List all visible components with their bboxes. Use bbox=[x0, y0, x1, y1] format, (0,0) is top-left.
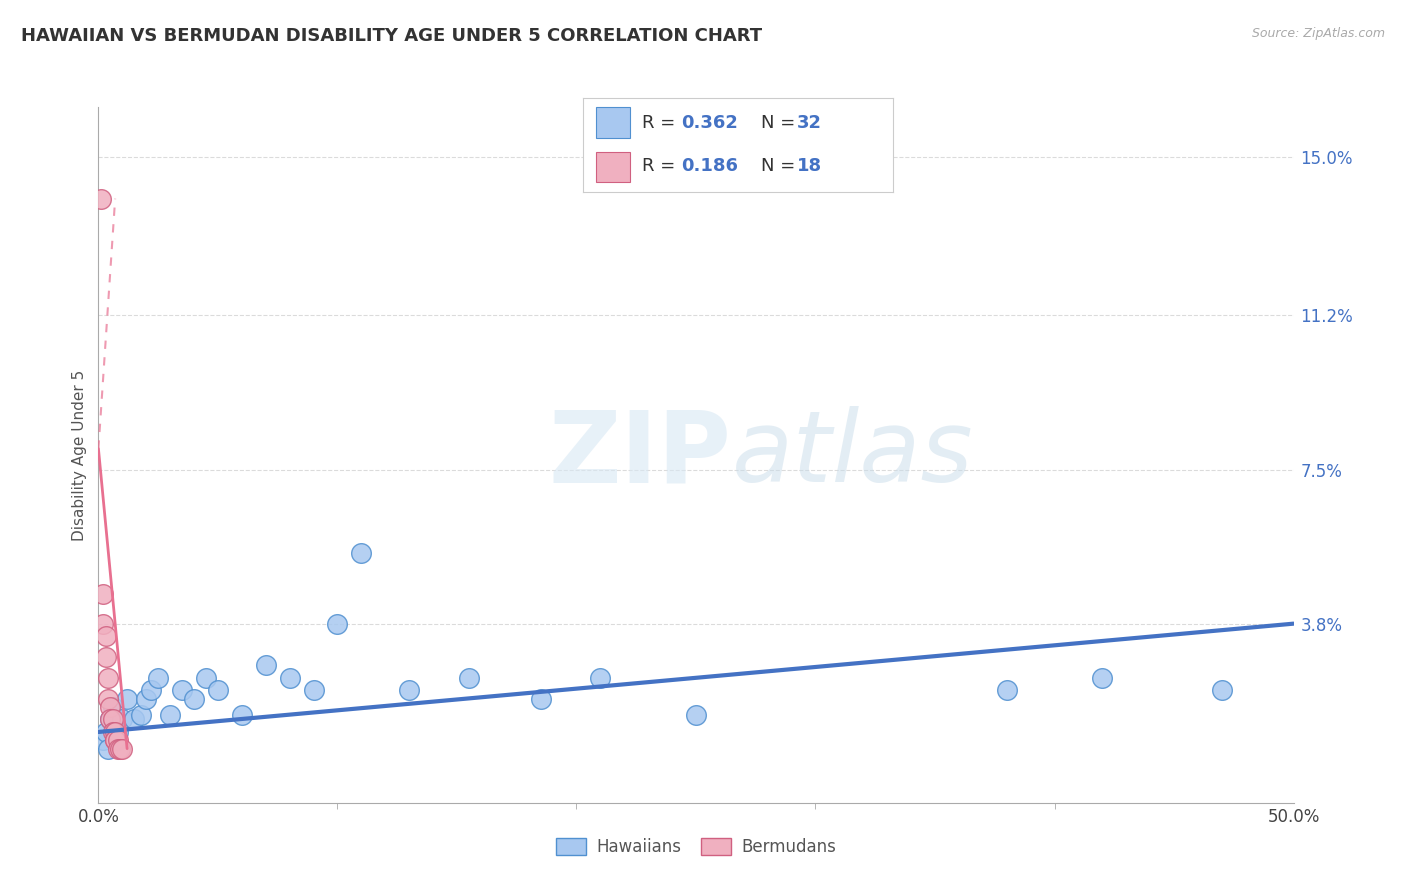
Point bbox=[207, 683, 229, 698]
Point bbox=[139, 683, 162, 698]
Point bbox=[101, 713, 124, 727]
Point bbox=[302, 683, 325, 698]
Point bbox=[135, 691, 157, 706]
Point bbox=[278, 671, 301, 685]
Text: Source: ZipAtlas.com: Source: ZipAtlas.com bbox=[1251, 27, 1385, 40]
Text: 32: 32 bbox=[797, 114, 823, 132]
Point bbox=[108, 741, 131, 756]
Point bbox=[458, 671, 481, 685]
Point bbox=[1091, 671, 1114, 685]
Point bbox=[94, 650, 117, 665]
Point bbox=[529, 691, 551, 706]
Y-axis label: Disability Age Under 5: Disability Age Under 5 bbox=[72, 369, 87, 541]
Point bbox=[350, 546, 373, 560]
Point bbox=[97, 671, 120, 685]
Point bbox=[148, 671, 170, 685]
Point bbox=[115, 691, 138, 706]
Text: N =: N = bbox=[762, 114, 801, 132]
Point bbox=[101, 725, 124, 739]
Point bbox=[326, 616, 349, 631]
Point bbox=[91, 733, 114, 747]
Point bbox=[104, 725, 127, 739]
FancyBboxPatch shape bbox=[596, 152, 630, 183]
Point bbox=[94, 629, 117, 643]
Text: HAWAIIAN VS BERMUDAN DISABILITY AGE UNDER 5 CORRELATION CHART: HAWAIIAN VS BERMUDAN DISABILITY AGE UNDE… bbox=[21, 27, 762, 45]
Point bbox=[231, 708, 253, 723]
Point bbox=[183, 691, 205, 706]
Legend: Hawaiians, Bermudans: Hawaiians, Bermudans bbox=[548, 830, 844, 864]
Text: 0.362: 0.362 bbox=[681, 114, 738, 132]
Point bbox=[91, 616, 114, 631]
Point bbox=[398, 683, 420, 698]
Point bbox=[172, 683, 194, 698]
Text: atlas: atlas bbox=[733, 407, 973, 503]
Point bbox=[97, 691, 120, 706]
Text: 0.186: 0.186 bbox=[681, 157, 738, 175]
Point bbox=[589, 671, 612, 685]
Point bbox=[98, 713, 122, 727]
Point bbox=[98, 713, 122, 727]
Point bbox=[104, 733, 127, 747]
Point bbox=[98, 700, 122, 714]
Point bbox=[107, 725, 129, 739]
Point bbox=[111, 713, 134, 727]
Text: R =: R = bbox=[643, 157, 682, 175]
FancyBboxPatch shape bbox=[596, 108, 630, 138]
Point bbox=[194, 671, 218, 685]
Point bbox=[91, 587, 114, 601]
Point bbox=[995, 683, 1018, 698]
Point bbox=[159, 708, 181, 723]
Point bbox=[254, 658, 277, 673]
Point bbox=[94, 725, 117, 739]
Point bbox=[1211, 683, 1233, 698]
Point bbox=[111, 741, 134, 756]
Text: N =: N = bbox=[762, 157, 801, 175]
Point bbox=[104, 733, 127, 747]
Text: ZIP: ZIP bbox=[548, 407, 733, 503]
Text: R =: R = bbox=[643, 114, 682, 132]
Point bbox=[97, 741, 120, 756]
Point bbox=[90, 192, 112, 206]
Point bbox=[685, 708, 707, 723]
Text: 18: 18 bbox=[797, 157, 823, 175]
Point bbox=[101, 700, 124, 714]
Point bbox=[107, 733, 129, 747]
Point bbox=[131, 708, 153, 723]
Point bbox=[107, 741, 129, 756]
Point bbox=[124, 713, 146, 727]
